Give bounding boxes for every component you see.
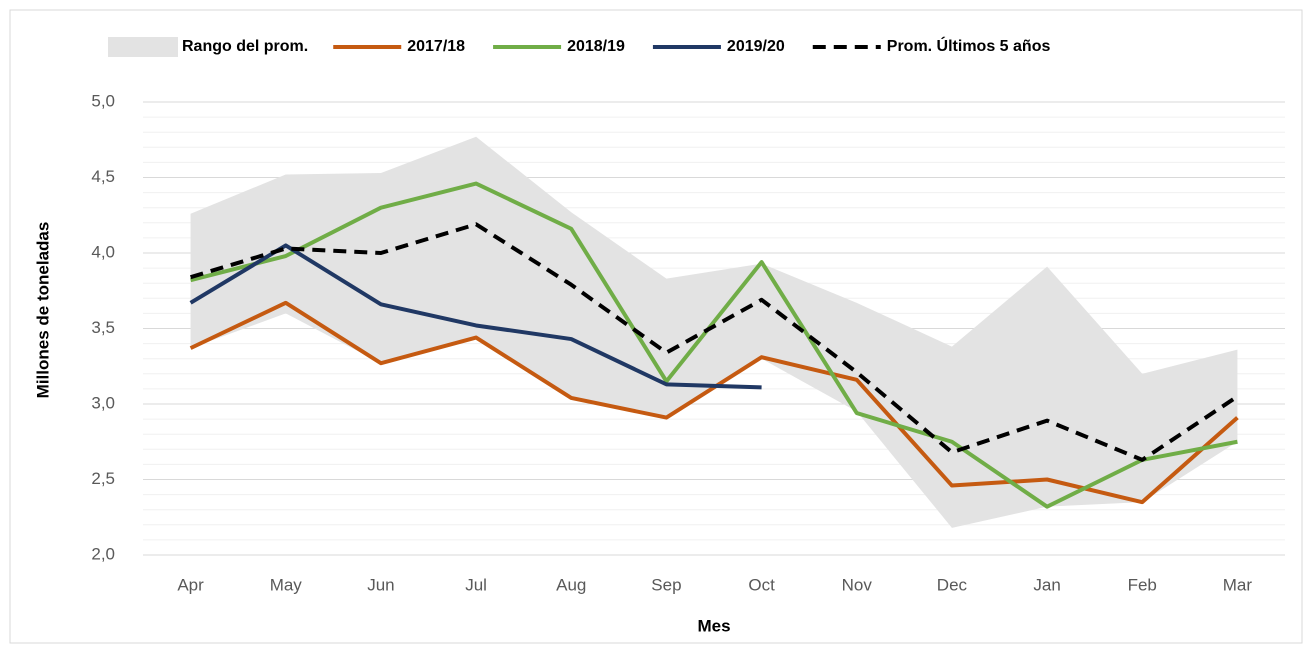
range-area <box>190 136 1238 528</box>
x-tick-label: Oct <box>748 575 775 594</box>
x-tick-label: Dec <box>937 575 968 594</box>
legend-label: Prom. Últimos 5 años <box>887 36 1051 55</box>
x-tick-label: May <box>270 575 303 594</box>
y-tick-label: 5,0 <box>91 91 115 110</box>
legend-label: 2019/20 <box>727 38 785 55</box>
y-axis-label: Millones de toneladas <box>33 222 52 399</box>
y-tick-label: 3,0 <box>91 393 115 412</box>
legend-label: 2017/18 <box>407 38 465 55</box>
y-tick-label: 3,5 <box>91 318 115 337</box>
y-tick-label: 4,5 <box>91 167 115 186</box>
x-tick-label: Jan <box>1033 575 1060 594</box>
series-line <box>190 181 1238 509</box>
y-tick-label: 4,0 <box>91 242 115 261</box>
x-tick-label: Jun <box>367 575 394 594</box>
y-tick-label: 2,0 <box>91 544 115 563</box>
x-tick-label: Nov <box>842 575 873 594</box>
x-tick-label: Sep <box>651 575 681 594</box>
x-tick-label: Jul <box>465 575 487 594</box>
y-tick-label: 2,5 <box>91 469 115 488</box>
x-axis-label: Mes <box>697 616 730 635</box>
x-tick-label: Aug <box>556 575 586 594</box>
legend-swatch <box>108 37 178 57</box>
legend-label: Rango del prom. <box>182 38 308 55</box>
series-line <box>189 243 762 390</box>
x-tick-label: Feb <box>1128 575 1157 594</box>
series-line <box>190 222 1239 462</box>
x-tick-label: Mar <box>1223 575 1253 594</box>
x-tick-label: Apr <box>177 575 204 594</box>
legend-label: 2018/19 <box>567 38 625 55</box>
